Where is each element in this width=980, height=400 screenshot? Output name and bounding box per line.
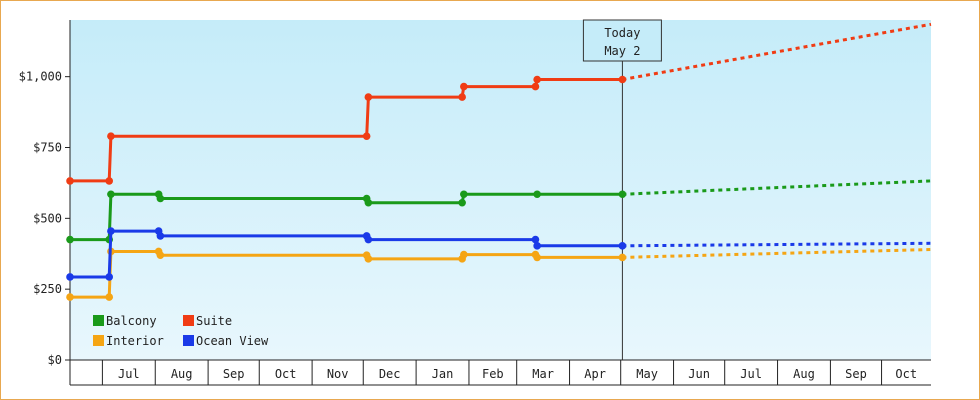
x-axis: Jul Aug Sep Oct Nov Dec Jan Feb Mar Apr May Jun Jul A…: [70, 359, 931, 386]
series-ocean-view: [66, 227, 932, 281]
series-balcony: [66, 179, 932, 244]
x-tick-label: Jul: [118, 367, 140, 381]
data-point: [156, 194, 165, 203]
legend-item: Balcony: [93, 314, 157, 328]
data-point: [364, 255, 373, 263]
data-point: [460, 250, 468, 259]
data-point: [618, 75, 627, 84]
legend-item: Interior: [93, 334, 164, 348]
x-tick-label: Jun: [688, 367, 710, 381]
x-tick-label: Aug: [171, 367, 193, 381]
x-tick-label: Mar: [532, 367, 554, 381]
x-tick-label: Sep: [223, 367, 245, 381]
series-forecast-line: [622, 241, 932, 248]
series-suite: [66, 22, 932, 185]
y-tick-label: $500: [33, 211, 62, 225]
data-point: [66, 273, 74, 281]
legend-swatch: [183, 315, 194, 326]
data-point: [531, 235, 540, 244]
x-tick-label: Apr: [584, 367, 606, 381]
data-point: [458, 198, 466, 207]
x-tick-label: Sep: [845, 367, 867, 381]
legend-item: Suite: [183, 314, 232, 328]
legend-label: Interior: [106, 334, 164, 348]
data-point: [105, 273, 114, 281]
data-point: [460, 82, 468, 91]
legend-item: Ocean View: [183, 334, 269, 348]
data-point: [364, 235, 373, 244]
x-tick-label: Dec: [379, 367, 401, 381]
x-tick-label: Nov: [327, 367, 349, 381]
data-point: [107, 227, 115, 235]
x-tick-label: Aug: [793, 367, 815, 381]
data-point: [533, 190, 541, 199]
legend-label: Balcony: [106, 314, 157, 328]
today-date-label: May 2: [604, 44, 640, 58]
y-axis: $0 $250 $500 $750 $1,000: [19, 20, 71, 385]
data-point: [531, 82, 540, 91]
x-tick-label: Oct: [895, 367, 917, 381]
data-point: [364, 93, 373, 101]
data-point: [66, 235, 74, 244]
data-point: [533, 75, 541, 84]
y-tick-label: $1,000: [19, 70, 62, 84]
y-tick-label: $250: [33, 282, 62, 296]
data-point: [618, 190, 627, 199]
legend-label: Ocean View: [196, 334, 269, 348]
data-point: [156, 232, 165, 240]
legend: Balcony Suite Interior Ocean View: [93, 314, 269, 348]
x-tick-label: Oct: [275, 367, 297, 381]
data-point: [364, 198, 373, 207]
today-label-box: [582, 19, 662, 62]
x-tick-label: Feb: [482, 367, 504, 381]
y-tick-label: $0: [48, 353, 62, 367]
x-tick-label: Jan: [432, 367, 454, 381]
data-point: [66, 293, 74, 301]
today-marker: Today May 2: [582, 19, 662, 360]
data-point: [107, 190, 115, 199]
legend-swatch: [183, 335, 194, 346]
data-point: [533, 253, 541, 262]
today-label: Today: [604, 26, 640, 40]
y-tick-label: $750: [33, 141, 62, 155]
x-tick-label: May: [636, 367, 658, 381]
data-point: [105, 177, 114, 185]
series-layer: [66, 22, 932, 301]
legend-swatch: [93, 335, 104, 346]
data-point: [156, 251, 165, 259]
legend-swatch: [93, 315, 104, 326]
data-point: [458, 93, 466, 101]
data-point: [618, 242, 627, 250]
data-point: [618, 253, 627, 262]
series-forecast-line: [622, 179, 932, 196]
data-point: [105, 293, 114, 301]
data-point: [533, 242, 541, 250]
x-tick-label: Jul: [740, 367, 762, 381]
series-forecast-line: [622, 248, 932, 259]
plot-area: [70, 20, 931, 360]
data-point: [460, 190, 468, 199]
data-point: [107, 132, 115, 140]
data-point: [66, 177, 74, 185]
data-point: [362, 132, 371, 140]
legend-label: Suite: [196, 314, 232, 328]
